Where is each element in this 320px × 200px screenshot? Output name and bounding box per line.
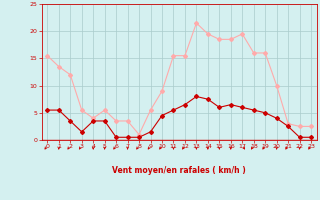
X-axis label: Vent moyen/en rafales ( km/h ): Vent moyen/en rafales ( km/h ) xyxy=(112,166,246,175)
